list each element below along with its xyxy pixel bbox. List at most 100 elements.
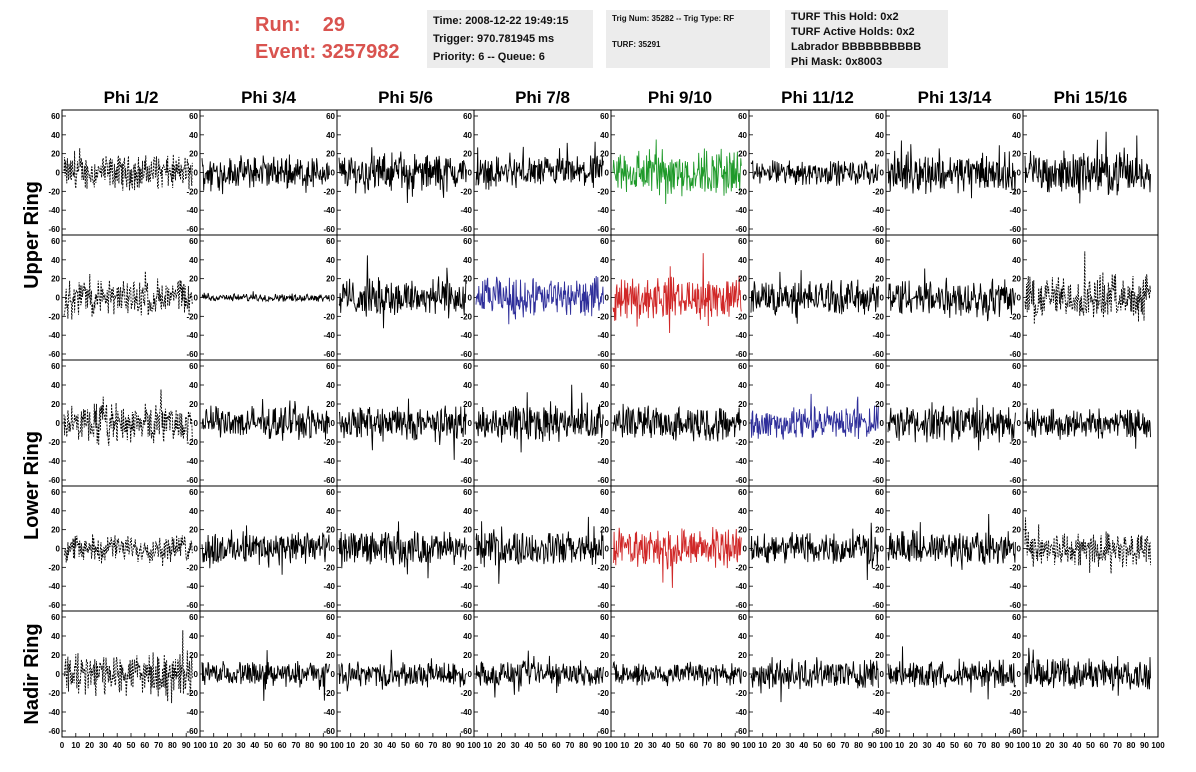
column-header: Phi 5/6: [378, 88, 433, 107]
y-tick-label: 20: [600, 150, 609, 159]
y-tick-label: 40: [51, 381, 60, 390]
y-tick-label: 40: [738, 131, 747, 140]
y-tick-label: 20: [875, 526, 884, 535]
y-tick-label: 20: [1012, 400, 1021, 409]
y-tick-label: -60: [1009, 350, 1021, 359]
x-tick-label: 30: [99, 741, 108, 750]
y-tick-label: 60: [875, 488, 884, 497]
y-tick-label: -20: [872, 689, 884, 698]
y-tick-label: -40: [1009, 457, 1021, 466]
turf-this-hold-text: TURF This Hold: 0x2: [791, 11, 899, 23]
waveform-trace: [63, 148, 193, 191]
y-tick-label: -60: [460, 350, 472, 359]
y-tick-label: -60: [1009, 476, 1021, 485]
y-tick-label: -40: [597, 206, 609, 215]
y-tick-label: 0: [56, 294, 61, 303]
x-tick-label: 40: [524, 741, 533, 750]
y-tick-label: 60: [463, 488, 472, 497]
y-tick-label: 0: [880, 169, 885, 178]
x-tick-label: 70: [291, 741, 300, 750]
y-tick-label: -60: [460, 601, 472, 610]
y-tick-label: -20: [1009, 438, 1021, 447]
waveform-trace: [750, 522, 879, 581]
y-tick-label: 20: [875, 150, 884, 159]
x-tick-label: 100: [879, 741, 893, 750]
y-tick-label: 0: [1017, 670, 1022, 679]
waveform-panel: -60 -40 -20 0 20 40 60: [1009, 109, 1159, 236]
x-tick-label: 90: [731, 741, 740, 750]
x-tick-label: 50: [813, 741, 822, 750]
waveform-panel: -60 -40 -20 0 20 40 60: [735, 109, 887, 236]
x-tick-label: 80: [442, 741, 451, 750]
waveform-trace: [750, 270, 879, 324]
y-tick-label: 20: [738, 526, 747, 535]
y-tick-label: -60: [735, 225, 747, 234]
y-tick-label: -60: [1009, 225, 1021, 234]
waveform-trace: [201, 650, 330, 701]
y-tick-label: 60: [463, 362, 472, 371]
y-tick-label: -20: [872, 312, 884, 321]
y-tick-label: -40: [48, 331, 60, 340]
y-tick-label: -60: [735, 727, 747, 736]
y-tick-label: 0: [56, 670, 61, 679]
x-tick-label: 70: [977, 741, 986, 750]
y-tick-label: 40: [326, 507, 335, 516]
x-tick-label: 100: [330, 741, 344, 750]
waveform-trace: [1024, 251, 1151, 325]
waveform-panel: -60 -40 -20 0 20 40 60: [872, 610, 1024, 738]
x-tick-label: 70: [703, 741, 712, 750]
waveform-trace: [887, 646, 1016, 700]
x-tick-label: 50: [950, 741, 959, 750]
y-tick-label: 40: [875, 131, 884, 140]
x-tick-label: 60: [1100, 741, 1109, 750]
run-event-header: Run: 29 Event: 3257982: [255, 12, 400, 66]
y-tick-label: 40: [875, 381, 884, 390]
panel-frame: [473, 485, 612, 612]
x-tick-label: 80: [717, 741, 726, 750]
waveform-panel: -60 -40 -20 0 20 40 60: [597, 359, 750, 487]
y-tick-label: 20: [1012, 526, 1021, 535]
y-tick-label: -60: [323, 225, 335, 234]
y-tick-label: -20: [735, 187, 747, 196]
y-tick-label: 60: [1012, 362, 1021, 371]
y-tick-label: 60: [189, 362, 198, 371]
waveform-trace: [475, 650, 604, 698]
trigger-info-box: Trig Num: 35282 -- Trig Type: RF TURF: 3…: [606, 10, 770, 68]
waveform-trace: [887, 140, 1016, 199]
y-tick-label: -40: [1009, 582, 1021, 591]
y-tick-label: 0: [468, 169, 473, 178]
y-tick-label: -40: [597, 331, 609, 340]
y-tick-label: 40: [463, 507, 472, 516]
x-tick-label: 100: [742, 741, 756, 750]
y-tick-label: 20: [463, 400, 472, 409]
row-header: Lower Ring: [21, 431, 43, 540]
y-tick-label: 40: [326, 256, 335, 265]
y-tick-label: -20: [872, 563, 884, 572]
y-tick-label: 20: [463, 275, 472, 284]
x-tick-label: 100: [1151, 741, 1165, 750]
waveform-panel: -60 -40 -20 0 20 40 60: [460, 485, 612, 612]
x-tick-label: 80: [168, 741, 177, 750]
x-tick-label: 30: [648, 741, 657, 750]
x-tick-label: 10: [346, 741, 355, 750]
waveform-panel: -60 -40 -20 0 20 40 60: [597, 109, 750, 236]
y-tick-label: 0: [194, 169, 199, 178]
x-tick-label: 80: [1127, 741, 1136, 750]
y-tick-label: -40: [48, 457, 60, 466]
x-tick-label: 10: [483, 741, 492, 750]
waveform-trace: [338, 521, 467, 579]
y-tick-label: 40: [189, 131, 198, 140]
panel-frame: [473, 359, 612, 487]
y-tick-label: 60: [600, 112, 609, 121]
y-tick-label: 20: [463, 526, 472, 535]
y-tick-label: -60: [460, 225, 472, 234]
y-tick-label: 60: [1012, 488, 1021, 497]
y-tick-label: -40: [186, 457, 198, 466]
waveform-trace: [201, 398, 330, 441]
waveform-panel: -60 -40 -20 0 20 40 60: [460, 610, 612, 738]
y-tick-label: -60: [597, 727, 609, 736]
y-tick-label: -40: [735, 582, 747, 591]
waveform-trace: [201, 291, 330, 303]
waveform-panel: -60 -40 -20 0 20 40 60: [597, 234, 750, 361]
y-tick-label: 60: [51, 613, 60, 622]
